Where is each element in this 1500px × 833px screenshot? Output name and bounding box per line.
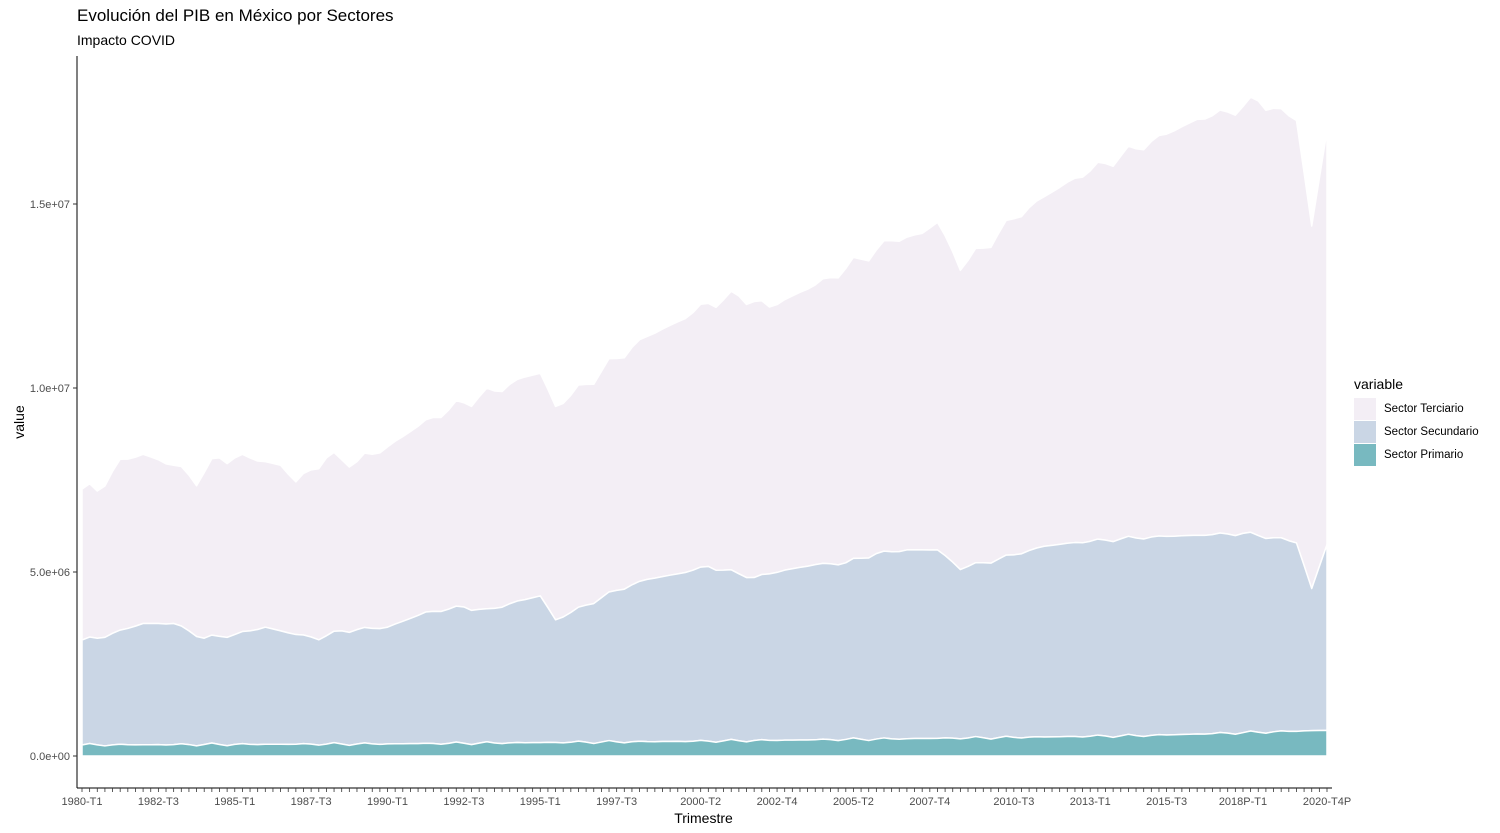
area-sector-primario <box>81 729 1328 757</box>
legend-key-primario <box>1354 443 1376 466</box>
x-tick-label: 2007-T4 <box>909 796 950 808</box>
legend-label-secundario: Sector Secundario <box>1384 425 1479 438</box>
area-layer <box>81 96 1328 757</box>
legend-label-primario: Sector Primario <box>1384 448 1464 461</box>
x-tick-label: 1987-T3 <box>291 796 332 808</box>
legend-item-secundario: Sector Secundario <box>1354 420 1479 443</box>
x-tick-label: 1980-T1 <box>62 796 103 808</box>
x-tick-label: 2002-T4 <box>757 796 798 808</box>
x-tick-label: 2005-T2 <box>833 796 874 808</box>
y-tick-label: 1.5e+07 <box>30 199 70 211</box>
x-ticks: 1980-T1 1982-T3 1985-T1 1987-T3 1990-T1 1992-… <box>62 788 1351 808</box>
y-tick-label: 5.0e+06 <box>30 567 70 579</box>
chart-title: Evolución del PIB en México por Sectores <box>77 6 394 25</box>
axes: 0.0e+00 5.0e+06 1.0e+07 1.5e+07 1980-T1 1982… <box>30 56 1351 808</box>
x-tick-label: 1990-T1 <box>367 796 408 808</box>
x-tick-label: 2000-T2 <box>680 796 721 808</box>
x-tick-label: 2010-T3 <box>993 796 1034 808</box>
x-tick-label: 1997-T3 <box>596 796 637 808</box>
legend-key-terciario <box>1354 397 1376 420</box>
x-tick-label: 2020-T4P <box>1303 796 1351 808</box>
x-tick-label: 1985-T1 <box>214 796 255 808</box>
chart-subtitle: Impacto COVID <box>77 32 176 48</box>
x-tick-label: 1992-T3 <box>443 796 484 808</box>
legend-title: variable <box>1354 376 1404 392</box>
x-tick-label: 2013-T1 <box>1070 796 1111 808</box>
legend: variable Sector Terciario Sector Secunda… <box>1354 376 1479 466</box>
y-tick-label: 1.0e+07 <box>30 383 70 395</box>
y-tick-label: 0.0e+00 <box>30 751 70 763</box>
y-ticks: 0.0e+00 5.0e+06 1.0e+07 1.5e+07 <box>30 199 77 763</box>
x-tick-label: 1982-T3 <box>138 796 179 808</box>
legend-label-terciario: Sector Terciario <box>1384 402 1464 415</box>
x-tick-label: 1995-T1 <box>520 796 561 808</box>
legend-item-terciario: Sector Terciario <box>1354 397 1479 420</box>
y-axis-title: value <box>11 405 27 439</box>
x-tick-label: 2015-T3 <box>1146 796 1187 808</box>
legend-key-secundario <box>1354 420 1376 443</box>
legend-item-primario: Sector Primario <box>1354 443 1479 466</box>
x-tick-label: 2018P-T1 <box>1219 796 1267 808</box>
x-axis-title: Trimestre <box>674 810 733 826</box>
